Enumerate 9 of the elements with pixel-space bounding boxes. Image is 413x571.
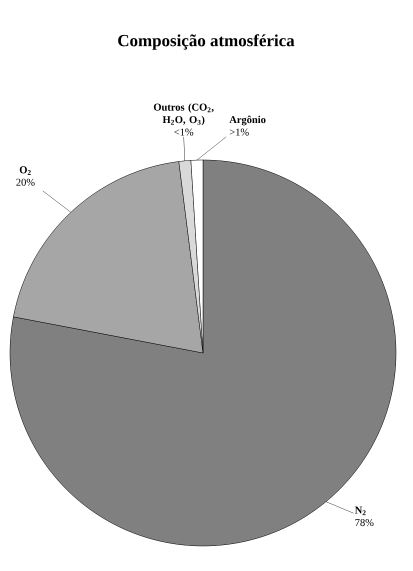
data-label: 20% (16, 178, 35, 186)
slice-label: O$_{2}$ (20, 166, 31, 175)
chart-title: Composição atmosférica (118, 34, 294, 50)
data-label: <1% (174, 128, 194, 136)
category-label: Outros (CO$_{2}$, H$_{2}$O, O$_{3}$) (154, 103, 214, 126)
data-label: 78% (355, 519, 374, 526)
slice-label: N$_{2}$ (354, 506, 366, 516)
slice-label: Argônio (229, 116, 266, 126)
data-label: >1% (230, 128, 249, 136)
